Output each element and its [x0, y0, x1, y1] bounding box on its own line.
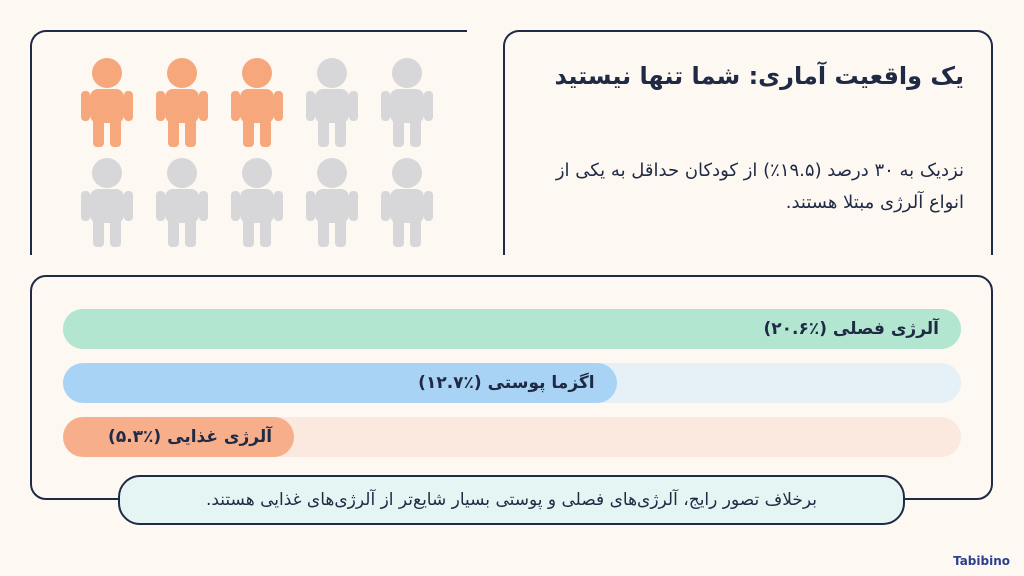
- person-part: [167, 158, 197, 188]
- value-label: (۲۰.۶٪): [763, 319, 827, 339]
- person-part: [81, 191, 90, 221]
- bar-label: آلرژی غذایی (۵.۳٪): [108, 417, 272, 457]
- person-part: [124, 191, 133, 221]
- category-label: اگزما پوستی: [487, 373, 595, 393]
- person-part: [317, 158, 347, 188]
- person-part: [306, 91, 315, 121]
- person-part: [110, 217, 121, 247]
- person-part: [231, 91, 240, 121]
- person-part: [92, 158, 122, 188]
- person-part: [185, 117, 196, 147]
- person-part: [81, 91, 90, 121]
- person-part: [93, 117, 104, 147]
- person-part: [306, 191, 315, 221]
- person-icon: [306, 58, 358, 147]
- person-part: [240, 89, 274, 123]
- person-part: [390, 89, 424, 123]
- heading: یک واقعیت آماری: شما تنها نیستید: [554, 62, 964, 90]
- person-icon: [81, 158, 133, 247]
- person-part: [199, 91, 208, 121]
- person-part: [167, 58, 197, 88]
- people-icons: [81, 58, 433, 247]
- bar-label: اگزما پوستی (۱۲.۷٪): [418, 363, 594, 403]
- person-part: [410, 117, 421, 147]
- person-part: [240, 189, 274, 223]
- person-part: [381, 191, 390, 221]
- person-icon: [156, 58, 208, 147]
- person-part: [410, 217, 421, 247]
- person-part: [231, 191, 240, 221]
- person-part: [381, 91, 390, 121]
- person-part: [315, 189, 349, 223]
- person-part: [392, 58, 422, 88]
- person-part: [124, 91, 133, 121]
- person-part: [199, 191, 208, 221]
- person-part: [156, 191, 165, 221]
- person-part: [93, 217, 104, 247]
- person-icon: [381, 158, 433, 247]
- person-part: [335, 117, 346, 147]
- person-part: [317, 58, 347, 88]
- person-part: [318, 117, 329, 147]
- body-text: نزدیک به ۳۰ درصد (۱۹.۵٪) از کودکان حداقل…: [555, 160, 964, 213]
- person-part: [168, 117, 179, 147]
- person-part: [335, 217, 346, 247]
- person-part: [110, 117, 121, 147]
- person-part: [393, 217, 404, 247]
- person-part: [390, 189, 424, 223]
- person-part: [243, 217, 254, 247]
- person-part: [424, 191, 433, 221]
- person-part: [274, 191, 283, 221]
- note: برخلاف تصور رایج، آلرژی‌های فصلی و پوستی…: [118, 475, 905, 525]
- value-label: (۱۲.۷٪): [418, 373, 482, 393]
- person-part: [393, 117, 404, 147]
- note-text: برخلاف تصور رایج، آلرژی‌های فصلی و پوستی…: [205, 490, 818, 510]
- person-icon: [381, 58, 433, 147]
- person-icon: [81, 58, 133, 147]
- person-part: [92, 58, 122, 88]
- value-label: (۵.۳٪): [108, 427, 162, 447]
- person-part: [165, 189, 199, 223]
- category-label: آلرژی غذایی: [167, 427, 273, 447]
- person-icon: [156, 158, 208, 247]
- bar: [63, 417, 295, 457]
- person-part: [318, 217, 329, 247]
- person-part: [274, 91, 283, 121]
- person-part: [260, 117, 271, 147]
- person-part: [260, 217, 271, 247]
- person-part: [349, 191, 358, 221]
- bar: [63, 363, 617, 403]
- person-part: [243, 117, 254, 147]
- person-part: [242, 158, 272, 188]
- person-part: [90, 89, 124, 123]
- person-part: [168, 217, 179, 247]
- person-part: [315, 89, 349, 123]
- person-part: [185, 217, 196, 247]
- person-part: [392, 158, 422, 188]
- person-icon: [231, 158, 283, 247]
- person-part: [165, 89, 199, 123]
- logo: Tabibino: [953, 554, 1010, 568]
- person-part: [90, 189, 124, 223]
- bar: [63, 309, 961, 349]
- person-part: [424, 91, 433, 121]
- person-icon: [231, 58, 283, 147]
- person-part: [242, 58, 272, 88]
- person-part: [156, 91, 165, 121]
- fact-card: [503, 30, 993, 255]
- bar-label: آلرژی فصلی (۲۰.۶٪): [763, 309, 939, 349]
- category-label: آلرژی فصلی: [832, 319, 939, 339]
- person-icon: [306, 158, 358, 247]
- people-panel: [30, 30, 467, 255]
- person-part: [349, 91, 358, 121]
